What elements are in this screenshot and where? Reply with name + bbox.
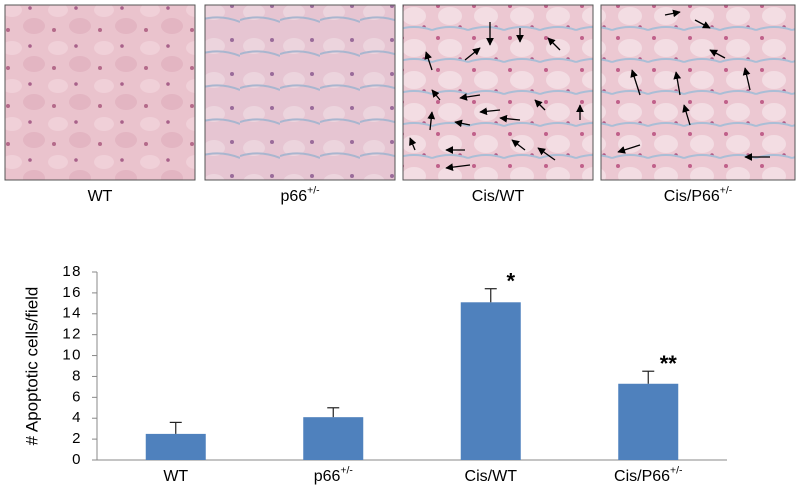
y-tick-label: 0 (72, 451, 82, 468)
panel-label-superscript: +/- (307, 185, 319, 196)
panel-label: Cis/WT (472, 188, 525, 205)
error-bar (327, 407, 340, 418)
x-tick-label-text: p66 (314, 468, 341, 485)
micrograph (4, 4, 196, 181)
x-tick-label-text: Cis/WT (465, 468, 518, 485)
micrographs (4, 4, 796, 181)
y-tick-label: 16 (62, 284, 82, 301)
micrograph (402, 4, 594, 181)
panel-label: Cis/P66+/- (664, 185, 732, 205)
x-tick-label-text: Cis/P66 (614, 468, 670, 485)
y-tick-label: 18 (62, 263, 82, 280)
micrograph (600, 4, 796, 181)
bar (145, 433, 206, 460)
y-tick-label: 10 (62, 347, 82, 364)
x-tick-label: Cis/WT (465, 468, 518, 485)
bar (460, 302, 521, 460)
x-tick-label-superscript: +/- (340, 465, 352, 476)
y-tick-label: 6 (72, 388, 82, 405)
y-tick-label: 2 (72, 430, 82, 447)
panel-label-text: p66 (280, 188, 307, 205)
arrows (409, 9, 770, 171)
y-tick-label: 8 (72, 367, 82, 384)
y-axis-label: # Apoptotic cells/field (22, 287, 41, 446)
x-tick-label: Cis/P66+/- (614, 465, 682, 485)
bar (303, 417, 364, 460)
significance-marker: * (506, 269, 515, 294)
significance-marker: ** (660, 351, 678, 376)
error-bar (169, 421, 182, 434)
panel-label: p66+/- (280, 185, 319, 205)
error-bar (484, 288, 497, 303)
x-tick-label-superscript: +/- (670, 465, 682, 476)
x-tick-label-text: WT (163, 468, 188, 485)
panel-label-text: WT (88, 188, 113, 205)
y-tick-label: 12 (62, 326, 82, 343)
panel-label-superscript: +/- (720, 185, 732, 196)
micrograph (204, 4, 396, 181)
y-tick-label: 4 (72, 409, 82, 426)
error-bar (642, 370, 655, 384)
x-tick-label: WT (163, 468, 188, 485)
y-tick-label: 14 (62, 305, 82, 322)
panel-label: WT (88, 188, 113, 205)
x-tick-label: p66+/- (314, 465, 353, 485)
panel-label-text: Cis/P66 (664, 188, 720, 205)
bar (618, 383, 679, 460)
panel-label-text: Cis/WT (472, 188, 525, 205)
